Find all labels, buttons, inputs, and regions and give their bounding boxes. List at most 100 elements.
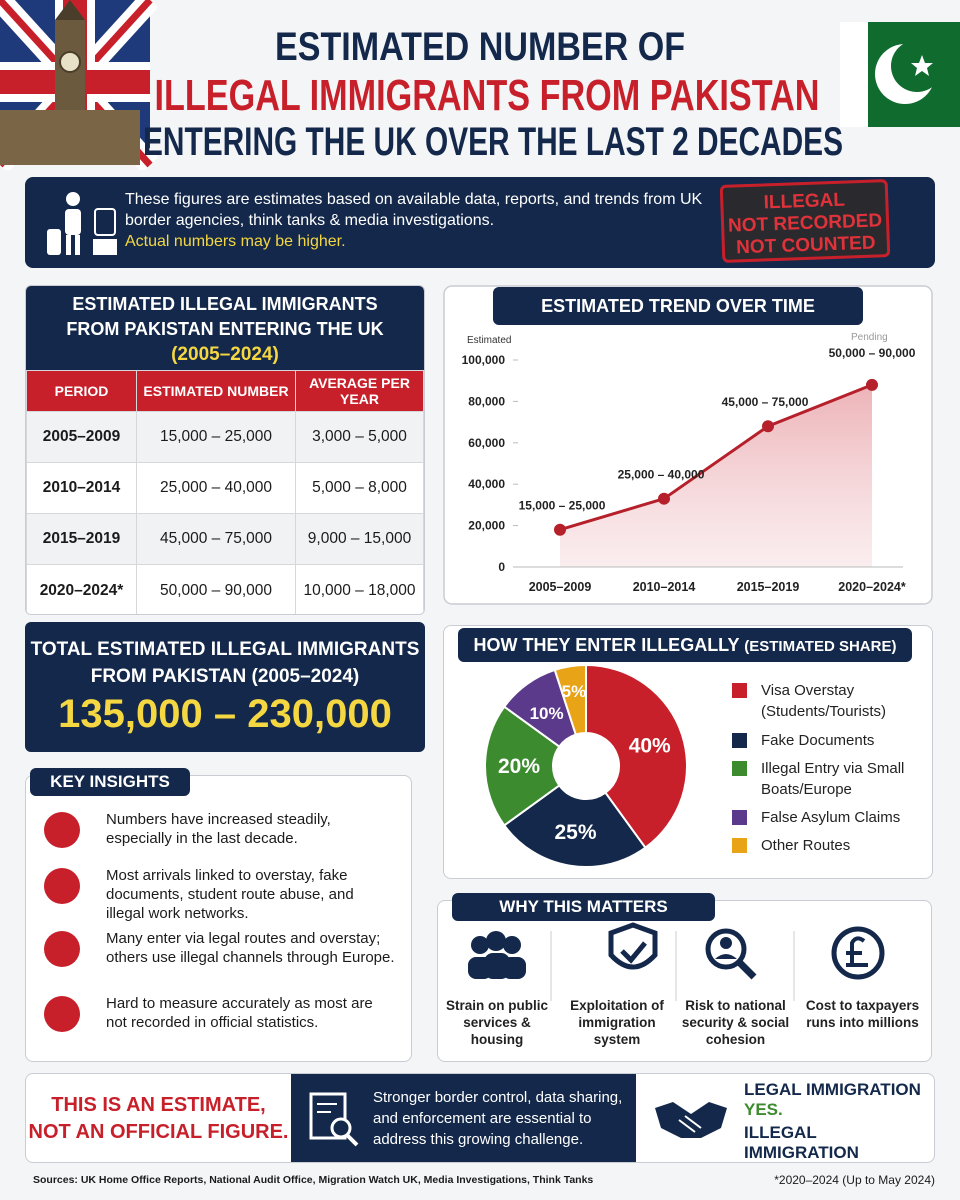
insight-text: Many enter via legal routes and overstay… [106,930,395,966]
table-cell: 2020–2024* [26,564,137,614]
column-header: PERIOD [26,370,137,412]
table-title: ESTIMATED ILLEGAL IMMIGRANTS [72,294,378,314]
legend-item: Illegal Entry via Small Boats/Europe [732,758,927,800]
note: *2020–2024 (Up to May 2024) [774,1173,935,1187]
slice-label: 40% [629,734,671,757]
value-label: 25,000 – 40,000 [618,468,705,482]
table-cell: 5,000 – 8,000 [295,462,424,514]
slice-label: 5% [562,682,587,701]
legend-label: Visa Overstay (Students/Tourists) [761,682,887,720]
y-axis-label: Estimated [467,335,511,346]
insight-icon [44,812,80,848]
annotation: Pending [851,332,888,343]
table-cell: 15,000 – 25,000 [136,411,296,463]
insight-text: Numbers have increased steadily, especia… [106,811,331,847]
table: PERIOD ESTIMATED NUMBER AVERAGE PER YEAR 20… [26,370,424,614]
insight-text: Hard to measure accurately as most are n… [106,995,373,1031]
table-title: FROM PAKISTAN ENTERING THE UK [66,319,384,339]
table-subtitle: (2005–2024) [171,344,279,365]
handshake-icon [655,1102,727,1138]
donut-title-tab: HOW THEY ENTER ILLEGALLY (ESTIMATED SHAR… [458,628,912,662]
notice-text: These figures are estimates based on ava… [125,191,703,229]
table-cell: 50,000 – 90,000 [136,564,296,614]
value-label: 45,000 – 75,000 [722,395,809,409]
legend-swatch [732,683,747,698]
y-tick-label: 0 [498,560,505,574]
x-tick-label: 2005–2009 [529,580,592,594]
header: ESTIMATED NUMBER OF ILLEGAL IMMIGRANTS F… [0,0,960,170]
donut-slice [484,705,561,827]
legend: Visa Overstay (Students/Tourists) Fake Do… [732,680,927,863]
y-tick-label: 60,000 [468,436,505,450]
donut-slice [585,663,688,850]
disclaimer: THIS IS AN ESTIMATE, NOT AN OFFICIAL FIG… [26,1092,291,1146]
why-panel: WHY THIS MATTERS Strain on public servic… [437,893,932,1062]
legend-swatch [732,761,747,776]
insight-icon [44,868,80,904]
table-cell: 2015–2019 [26,513,137,565]
message-text: Stronger border control, data sharing, a… [373,1089,623,1148]
table-cell: 9,000 – 15,000 [295,513,424,565]
footer-panel: THIS IS AN ESTIMATE, NOT AN OFFICIAL FIG… [25,1073,935,1163]
point [554,523,566,536]
table-cell: 25,000 – 40,000 [136,462,296,514]
title-line: ESTIMATED NUMBER OF [275,25,685,69]
y-tick-label: 20,000 [468,519,505,533]
y-tick-label: 40,000 [468,477,505,491]
stamp-line: NOT COUNTED [735,232,876,259]
legend-swatch [732,733,747,748]
slice-label: 10% [530,704,564,723]
legend-item: Other Routes [732,835,927,856]
legend-swatch [732,838,747,853]
legend-label: Fake Documents [761,732,875,749]
legend-label: Illegal Entry via Small Boats/Europe [761,760,905,798]
table-header: ESTIMATED ILLEGAL IMMIGRANTS FROM PAKIST… [26,286,424,370]
table-cell: 2005–2009 [26,411,137,463]
point [866,378,878,391]
title-line: ILLEGAL IMMIGRANTS FROM PAKISTAN [155,71,820,120]
title-line: ENTERING THE UK OVER THE LAST 2 DECADES [143,120,843,164]
stance-label: LEGAL IMMIGRATION [744,1080,921,1099]
notice-highlight: Actual numbers may be higher. [125,233,346,250]
total-label: TOTAL ESTIMATED ILLEGAL IMMIGRANTS [30,639,420,660]
line [559,383,873,532]
area [560,384,872,567]
insight-icon [44,996,80,1032]
stance: LEGAL IMMIGRATION YES. ILLEGAL IMMIGRATION… [744,1080,934,1162]
insight-text: Most arrivals linked to overstay, fake d… [106,867,354,922]
table-panel: ESTIMATED ILLEGAL IMMIGRANTS FROM PAKIST… [25,285,425,615]
why-item: Exploitation of immigration system [570,998,664,1047]
total-value: 135,000 – 230,000 [58,692,392,736]
chart-title: HOW THEY ENTER ILLEGALLY [473,635,740,655]
slice-label: 25% [555,821,597,844]
stance-label: ILLEGAL IMMIGRATION [744,1123,859,1162]
slice-label: 20% [498,755,540,778]
legend-item: Fake Documents [732,730,927,751]
insights-title: KEY INSIGHTS [30,768,190,796]
y-tick-label: 80,000 [468,394,505,408]
why-icons [468,922,885,1001]
table-row: 2015–2019 45,000 – 75,000 9,000 – 15,000 [26,513,424,565]
table-cell: 3,000 – 5,000 [295,411,424,463]
table-cell: 45,000 – 75,000 [136,513,296,565]
traveller-icon [47,192,117,255]
donut-slice [553,663,587,736]
table-row: 2020–2024* 50,000 – 90,000 10,000 – 18,000 [26,564,424,614]
insight-icon [44,931,80,967]
chart-title: ESTIMATED TREND OVER TIME [541,296,815,316]
column-header: ESTIMATED NUMBER [136,370,296,412]
y-tick-label: 100,000 [462,353,506,367]
stance-answer: YES. [744,1100,783,1119]
header-row: PERIOD ESTIMATED NUMBER AVERAGE PER YEAR [26,370,424,412]
table-row: 2005–2009 15,000 – 25,000 3,000 – 5,000 [26,411,424,463]
column-header: AVERAGE PER YEAR [295,370,424,412]
point [762,420,774,433]
total-label: FROM PAKISTAN (2005–2024) [90,666,360,687]
insights-panel: KEY INSIGHTS Numbers have increased stea… [25,768,412,1062]
x-tick-label: 2020–2024* [838,580,906,594]
stamp: ILLEGAL NOT RECORDED NOT COUNTED [719,179,891,263]
pakistan-flag [840,22,960,127]
value-label: 15,000 – 25,000 [519,499,606,513]
total-panel: TOTAL ESTIMATED ILLEGAL IMMIGRANTS FROM … [25,622,425,752]
